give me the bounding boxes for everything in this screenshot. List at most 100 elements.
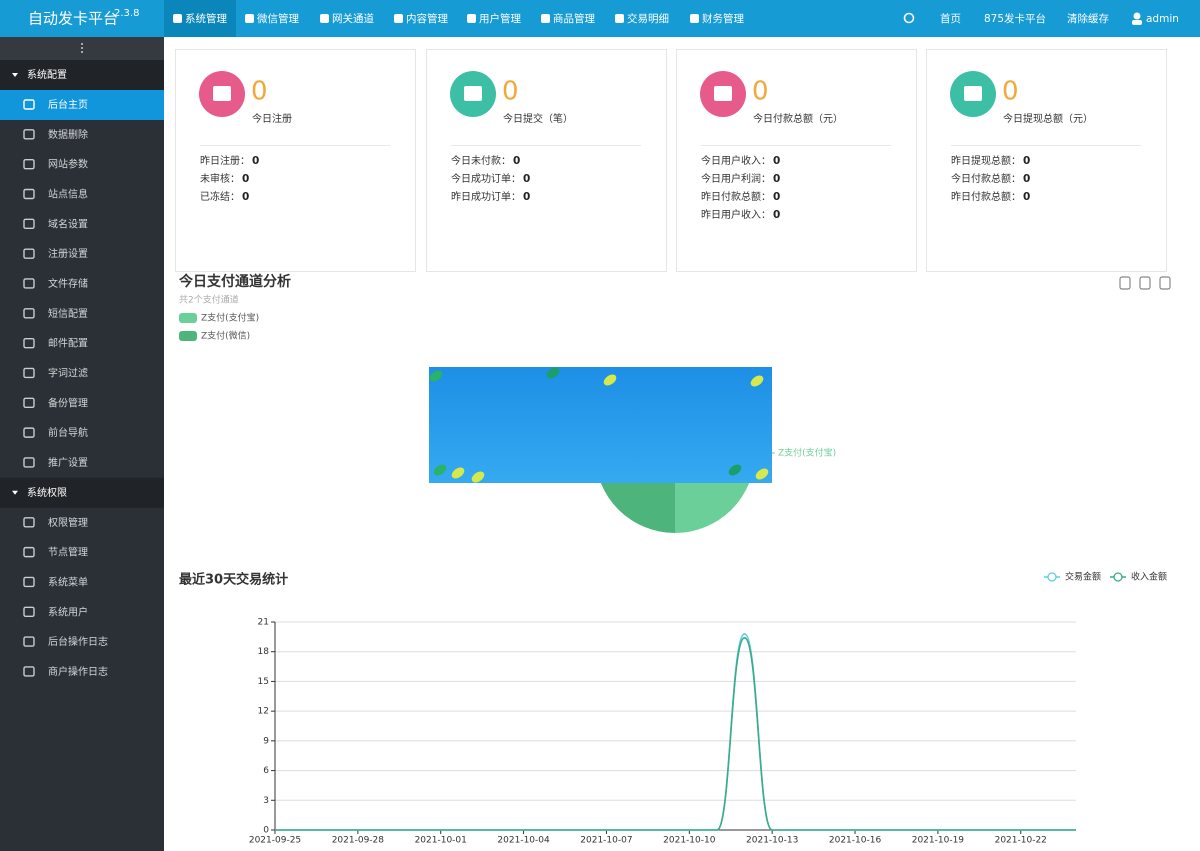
legend-label[interactable]: Z支付(支付宝) <box>201 312 259 324</box>
nav-item[interactable]: 用户管理 <box>479 12 521 25</box>
menu-icon <box>23 99 35 110</box>
menu-item[interactable]: 系统用户 <box>48 605 88 618</box>
stat-row-value: 0 <box>523 191 530 203</box>
group-title[interactable]: 系统权限 <box>27 486 67 499</box>
y-tick-label: 3 <box>263 796 269 806</box>
stat-row-value: 0 <box>513 155 520 167</box>
x-tick-label: 2021-10-01 <box>415 836 467 846</box>
brand: 自动发卡平台 <box>28 10 118 28</box>
chart-title: 最近30天交易统计 <box>179 572 288 588</box>
y-tick-label: 12 <box>258 707 269 717</box>
group-header <box>0 477 164 508</box>
stat-row-label: 未审核： <box>200 172 240 185</box>
user-icon <box>1133 12 1141 20</box>
nav-item[interactable]: 系统管理 <box>185 12 227 25</box>
stat-row-value: 0 <box>773 209 780 221</box>
legend-marker[interactable] <box>1113 572 1123 582</box>
y-tick-label: 21 <box>258 618 269 628</box>
stat-row-label: 今日用户收入： <box>701 154 771 167</box>
y-tick-label: 6 <box>263 766 269 776</box>
menu-item[interactable]: 后台操作日志 <box>48 635 108 648</box>
stat-row-value: 0 <box>773 155 780 167</box>
nav-icon <box>615 14 624 23</box>
stat-row-value: 0 <box>773 173 780 185</box>
refresh-icon <box>903 12 915 24</box>
nav-item[interactable]: 交易明细 <box>627 12 669 25</box>
nav-item[interactable]: 微信管理 <box>257 12 299 25</box>
menu-item[interactable]: 权限管理 <box>48 516 88 529</box>
menu-icon <box>23 427 35 438</box>
nav-icon <box>245 14 254 23</box>
toggle-dot <box>81 51 83 53</box>
user-icon <box>1132 20 1142 25</box>
legend-swatch[interactable] <box>179 331 197 341</box>
menu-item[interactable]: 后台主页 <box>48 98 88 111</box>
stat-row-label: 昨日用户收入： <box>701 208 771 221</box>
menu-item[interactable]: 商户操作日志 <box>48 665 108 678</box>
stat-icon-glyph <box>964 86 982 101</box>
legend-label[interactable]: Z支付(微信) <box>201 330 250 342</box>
nav-icon <box>541 14 550 23</box>
stat-row-label: 昨日成功订单： <box>451 191 521 203</box>
banner-image <box>429 367 772 483</box>
header-link[interactable]: 875发卡平台 <box>984 12 1046 25</box>
stat-row-label: 昨日提现总额： <box>951 154 1021 167</box>
sidebar <box>0 37 164 851</box>
menu-item[interactable]: 推广设置 <box>48 456 88 469</box>
menu-icon <box>23 308 35 319</box>
nav-item[interactable]: 内容管理 <box>406 12 448 25</box>
legend-swatch[interactable] <box>179 313 197 323</box>
menu-item[interactable]: 短信配置 <box>48 307 88 320</box>
y-tick-label: 15 <box>258 677 269 687</box>
nav-item[interactable]: 商品管理 <box>553 12 595 25</box>
menu-icon <box>23 248 35 259</box>
leaf <box>433 464 447 476</box>
menu-item[interactable]: 注册设置 <box>48 247 88 260</box>
header-link[interactable]: 首页 <box>940 12 961 25</box>
nav-icon <box>690 14 699 23</box>
toolbox-icon[interactable] <box>1139 276 1151 290</box>
legend-label[interactable]: 收入金额 <box>1131 571 1167 583</box>
menu-active <box>0 90 164 120</box>
version: 2.3.8 <box>114 8 139 19</box>
menu-item[interactable]: 节点管理 <box>48 546 88 559</box>
leaf <box>471 471 485 483</box>
x-tick-label: 2021-10-16 <box>829 836 882 846</box>
toolbox-icon[interactable] <box>1119 276 1131 290</box>
menu-item[interactable]: 网站参数 <box>48 158 88 171</box>
menu-item[interactable]: 备份管理 <box>48 396 88 409</box>
menu-icon <box>23 457 35 468</box>
x-tick-label: 2021-09-25 <box>249 836 301 846</box>
menu-icon <box>23 278 35 289</box>
nav-item[interactable]: 财务管理 <box>702 12 744 25</box>
menu-icon <box>23 218 35 230</box>
menu-item[interactable]: 字词过滤 <box>48 366 88 379</box>
stat-row-value: 0 <box>773 191 780 203</box>
stat-label: 今日注册 <box>252 112 292 125</box>
menu-item[interactable]: 邮件配置 <box>48 337 88 350</box>
legend-label[interactable]: 交易金额 <box>1065 571 1101 583</box>
header-link[interactable]: 清除缓存 <box>1067 12 1109 25</box>
stat-icon-glyph <box>213 86 231 101</box>
menu-item[interactable]: 域名设置 <box>48 217 88 230</box>
toolbox-icon[interactable] <box>1159 276 1171 290</box>
nav-icon <box>320 14 329 23</box>
menu-item[interactable]: 数据删除 <box>48 128 88 141</box>
header-link[interactable]: admin <box>1146 13 1179 25</box>
stat-row-label: 今日成功订单： <box>451 172 521 185</box>
stat-label: 今日付款总额（元） <box>753 112 843 125</box>
menu-item[interactable]: 前台导航 <box>48 426 88 439</box>
nav-item[interactable]: 网关通道 <box>332 12 374 25</box>
legend-marker[interactable] <box>1047 572 1057 582</box>
toggle-dot <box>81 47 83 49</box>
menu-item[interactable]: 系统菜单 <box>48 575 88 588</box>
stat-row-value: 0 <box>252 155 259 167</box>
menu-icon <box>23 367 35 379</box>
menu-item[interactable]: 站点信息 <box>48 187 88 200</box>
x-tick-label: 2021-10-07 <box>580 836 632 846</box>
group-title[interactable]: 系统配置 <box>27 68 67 81</box>
menu-item[interactable]: 文件存储 <box>48 277 88 290</box>
x-tick-label: 2021-10-10 <box>663 836 716 846</box>
